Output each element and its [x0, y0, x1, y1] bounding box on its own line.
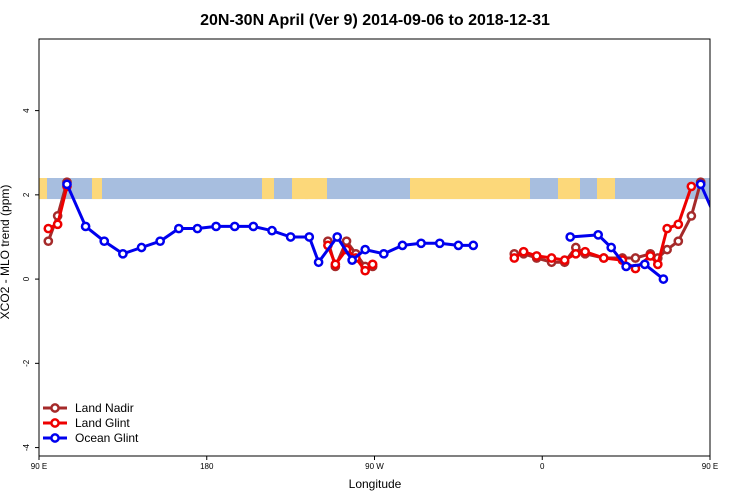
y-axis: -4 -2 0 2 4: [22, 108, 39, 451]
series-2-point-0-7: [192, 223, 203, 234]
legend-marker-0: [50, 403, 60, 413]
series-2-point-1-2: [606, 242, 617, 253]
series-2-point-0-4: [136, 242, 147, 253]
series-1-point-2-0: [509, 253, 520, 263]
series-1-point-2-4: [559, 255, 570, 265]
series-1: [43, 181, 697, 276]
series-2-point-0-19: [397, 240, 408, 251]
series-0-point-2-14: [686, 211, 697, 221]
series-2-point-0-5: [155, 236, 166, 247]
legend-marker-1: [50, 418, 60, 428]
series-2-point-0-1: [80, 221, 91, 232]
series-0-point-0-0: [43, 236, 54, 247]
series-1-point-1-4: [360, 265, 371, 276]
series-1-point-1-5: [367, 259, 378, 270]
series-2-point-0-14: [313, 257, 324, 268]
series-2-point-0-15: [332, 232, 343, 242]
series-2-point-0-17: [360, 244, 371, 255]
series-1-point-2-3: [546, 253, 557, 263]
series-2-point-0-10: [248, 221, 259, 232]
series-2-point-2-2: [734, 238, 741, 245]
series-1-point-1-1: [330, 259, 341, 270]
map-land-6: [558, 178, 580, 200]
series-1-point-2-12: [662, 223, 672, 234]
series-2: [62, 179, 741, 284]
map-land-2: [262, 178, 274, 200]
series-2-point-2-0: [695, 179, 706, 190]
series-0-point-2-9: [630, 253, 641, 263]
series-2-point-1-4: [639, 259, 650, 270]
map-land-1: [92, 178, 102, 200]
series-2-point-0-12: [285, 232, 296, 242]
series-2-point-1-0: [565, 232, 576, 242]
map-land-7: [597, 178, 615, 200]
series-2-point-1-5: [658, 274, 669, 284]
series-1-point-0-0: [43, 223, 54, 234]
x-tick-label-3: 0: [540, 462, 545, 471]
series-0-point-1-2: [341, 236, 352, 247]
series-1-point-2-2: [531, 251, 542, 261]
series-2-point-1-1: [593, 230, 604, 240]
legend-label-2: Ocean Glint: [75, 431, 139, 445]
y-tick-label-4: 4: [22, 108, 31, 113]
x-tick-label-0: 90 E: [31, 462, 47, 471]
series-2-point-0-13: [304, 232, 315, 242]
series-1-point-2-10: [645, 251, 656, 261]
legend-label-1: Land Glint: [75, 416, 130, 430]
series-1-point-2-1: [518, 246, 529, 257]
series-2-point-0-18: [378, 248, 389, 259]
y-axis-label: XCO2 - MLO trend (ppm): [0, 185, 12, 320]
map-land-4: [305, 178, 327, 200]
series-2-point-1-3: [621, 261, 631, 272]
y-tick-label-1: -2: [22, 359, 31, 367]
series-2-point-0-16: [347, 255, 357, 265]
series-2-point-0-22: [453, 240, 464, 251]
chart-title: 20N-30N April (Ver 9) 2014-09-06 to 2018…: [200, 12, 550, 29]
series-0-point-2-12: [662, 244, 672, 255]
series-2-point-0-11: [267, 225, 277, 236]
series-2-point-0-3: [118, 248, 128, 259]
map-land-0: [39, 178, 47, 200]
map-band: [39, 178, 710, 200]
legend-marker-2: [50, 433, 60, 443]
series-0-point-2-13: [673, 236, 684, 247]
series-1-point-2-11: [652, 259, 663, 270]
map-land-3: [292, 178, 308, 200]
series-1-point-2-5: [570, 248, 581, 259]
series-2-point-0-0: [62, 179, 72, 190]
series-1-point-2-13: [673, 219, 684, 230]
series-1-point-2-6: [580, 246, 590, 257]
legend-label-0: Land Nadir: [75, 401, 134, 415]
x-tick-label-2: 90 W: [365, 462, 384, 471]
series-1-point-2-14: [686, 181, 697, 192]
map-land-5: [410, 178, 530, 200]
series-1-point-0-1: [52, 219, 63, 230]
series-2-point-0-20: [416, 238, 426, 249]
series-2-point-0-6: [173, 223, 184, 234]
y-tick-label-3: 2: [22, 192, 31, 197]
series-2-point-0-23: [468, 240, 479, 251]
series-2-point-2-1: [716, 223, 723, 230]
series-2-point-0-8: [211, 221, 221, 232]
x-axis-label: Longitude: [349, 477, 402, 491]
x-tick-label-4: 90 E: [702, 462, 718, 471]
series-layer: [43, 177, 741, 284]
x-tick-label-1: 180: [200, 462, 214, 471]
series-2-point-0-9: [229, 221, 240, 232]
y-tick-label-2: 0: [22, 276, 31, 281]
map-ocean: [39, 178, 710, 200]
series-1-point-2-7: [598, 253, 609, 263]
plot-frame: [38, 38, 711, 457]
y-tick-label-0: -4: [22, 443, 31, 451]
series-2-point-0-21: [434, 238, 445, 249]
series-2-point-0-2: [99, 236, 110, 247]
